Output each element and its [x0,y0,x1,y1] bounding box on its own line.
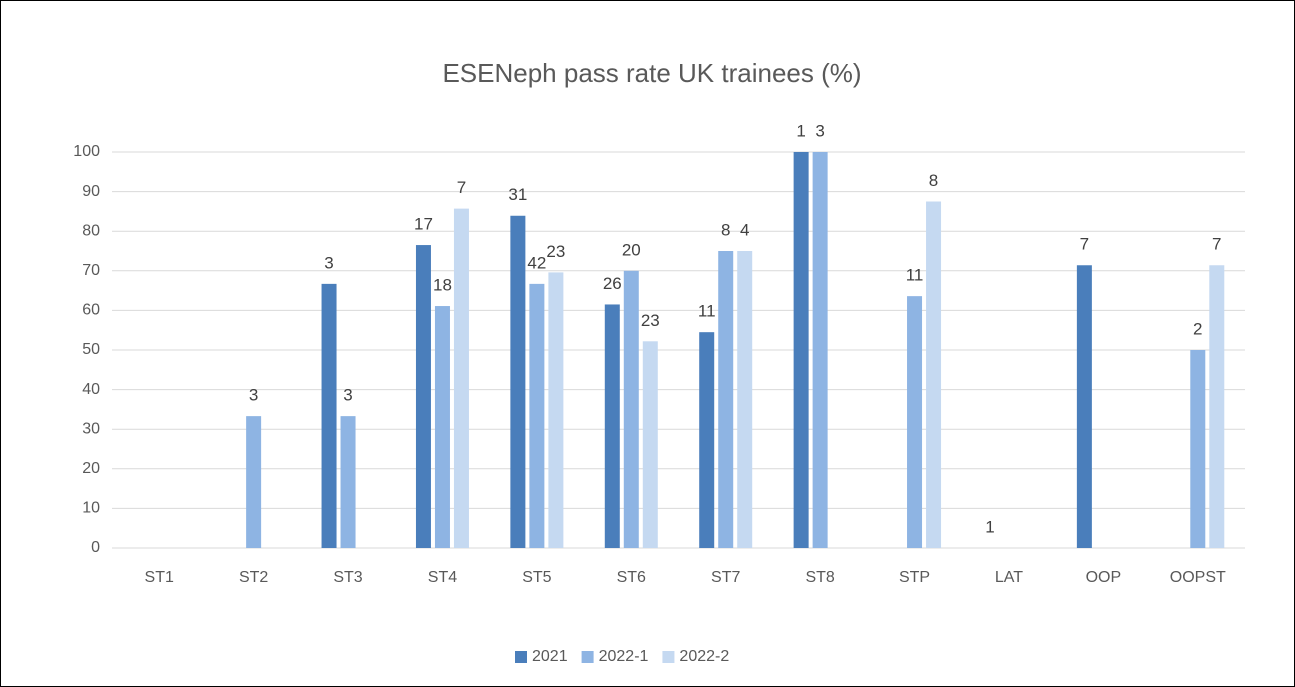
x-tick-label: LAT [995,569,1023,586]
bar [926,201,942,548]
y-tick-label: 90 [82,183,100,200]
bar [737,251,753,548]
y-tick-label: 70 [82,262,100,279]
data-label: 8 [929,171,938,190]
bar [415,245,431,548]
data-label: 23 [546,242,565,261]
y-tick-label: 50 [82,341,100,358]
bar [907,296,923,548]
data-label: 4 [740,220,749,239]
data-label: 3 [249,386,258,405]
bar [699,332,715,548]
bar [793,152,809,548]
bar [246,416,262,548]
y-tick-label: 30 [82,420,100,437]
legend-label: 2022-2 [679,648,729,665]
data-label: 18 [433,276,452,295]
y-tick-label: 10 [82,500,100,517]
y-tick-label: 0 [91,539,100,556]
chart-title: ESENeph pass rate UK trainees (%) [442,58,861,88]
data-label: 42 [527,253,546,272]
bar [1190,350,1206,548]
legend-swatch [581,651,594,663]
bar [434,306,450,548]
data-label: 8 [721,220,730,239]
x-tick-label: ST6 [617,569,646,586]
data-label: 31 [508,185,527,204]
bar [604,304,620,548]
data-label: 3 [324,253,333,272]
x-tick-label: ST4 [428,569,457,586]
bar [510,215,526,549]
y-tick-label: 100 [73,143,100,160]
legend-swatch [662,651,675,663]
y-tick-label: 80 [82,222,100,239]
bar [1209,265,1225,548]
y-tick-label: 20 [82,460,100,477]
x-tick-label: ST7 [711,569,740,586]
legend-swatch [515,651,527,663]
bar [321,283,337,548]
data-label: 7 [1080,235,1089,254]
bar [642,341,658,548]
bar [718,251,734,548]
data-label: 17 [414,215,433,234]
data-label: 3 [815,121,824,140]
bar [453,208,469,549]
bar [529,283,545,548]
data-label: 3 [343,386,352,405]
bar [623,270,639,548]
bar [1076,265,1092,548]
data-label: 11 [698,302,716,321]
x-tick-label: OOP [1086,569,1122,586]
y-tick-label: 60 [82,302,100,319]
x-tick-label: ST1 [145,569,174,586]
data-label: 7 [1212,235,1221,254]
bar [340,416,356,548]
legend-label: 2021 [532,648,568,665]
data-label: 2 [1193,319,1202,338]
x-tick-label: ST8 [805,569,834,586]
legend-label: 2022-1 [599,648,649,665]
data-label: 7 [457,178,466,197]
data-label: 23 [641,311,660,330]
y-tick-label: 40 [82,381,100,398]
x-tick-label: OOPST [1170,569,1226,586]
data-label: 20 [622,240,641,259]
x-tick-label: ST3 [333,569,362,586]
x-tick-label: ST2 [239,569,268,586]
x-tick-label: ST5 [522,569,551,586]
bar [548,272,564,548]
data-label: 1 [796,121,805,140]
data-label: 26 [603,274,622,293]
bar [812,152,828,548]
x-tick-label: STP [899,569,930,586]
data-label: 1 [985,517,994,536]
data-label: 11 [906,266,924,285]
